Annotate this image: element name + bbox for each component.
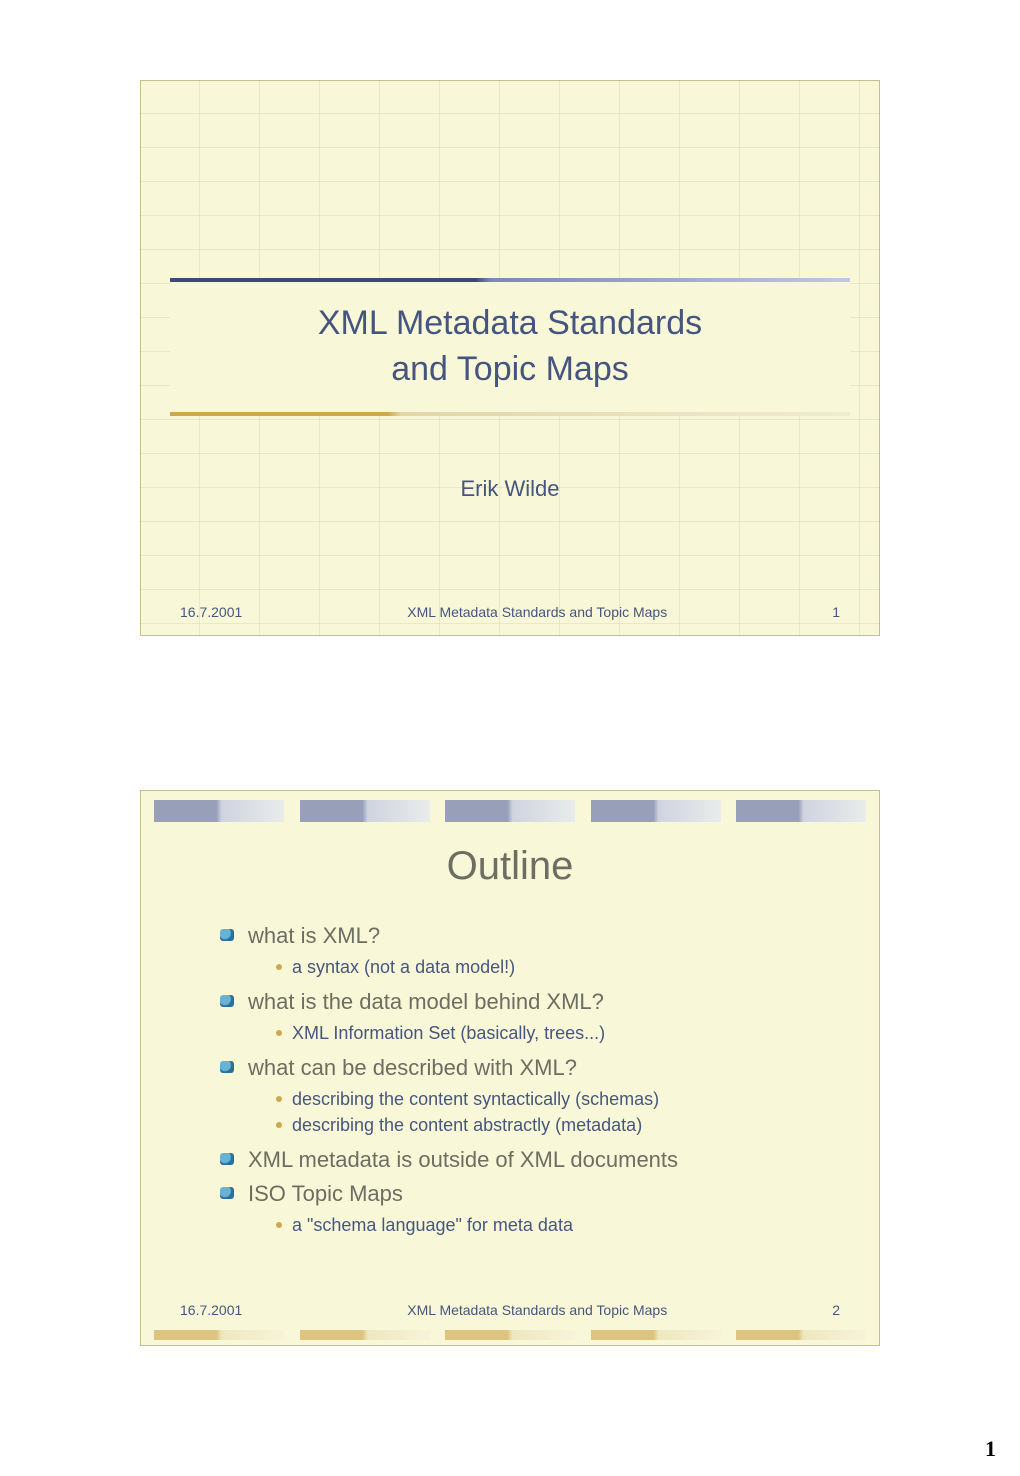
top-decorative-strip [154, 800, 866, 822]
bottom-strip-segment [300, 1330, 430, 1340]
outline-sublist: XML Information Set (basically, trees...… [248, 1020, 840, 1046]
footer-slide-number: 2 [832, 1302, 840, 1318]
presentation-title: XML Metadata Standards and Topic Maps [318, 301, 702, 393]
bottom-strip-segment [154, 1330, 284, 1340]
outline-item: what can be described with XML? describi… [220, 1052, 840, 1138]
top-strip-segment [445, 800, 575, 822]
outline-item: what is XML? a syntax (not a data model!… [220, 920, 840, 980]
outline-sublist: describing the content syntactically (sc… [248, 1086, 840, 1138]
outline-subitem: describing the content abstractly (metad… [276, 1112, 840, 1138]
outline-sublist: a syntax (not a data model!) [248, 954, 840, 980]
slide-body: what is XML? a syntax (not a data model!… [220, 920, 840, 1244]
outline-item-text: XML metadata is outside of XML documents [248, 1147, 678, 1172]
outline-item: ISO Topic Maps a "schema language" for m… [220, 1178, 840, 1238]
outline-subitem: a "schema language" for meta data [276, 1212, 840, 1238]
outline-item-text: what is the data model behind XML? [248, 989, 604, 1014]
title-line-1: XML Metadata Standards [318, 304, 702, 342]
top-strip-segment [154, 800, 284, 822]
top-strip-segment [736, 800, 866, 822]
outline-subitem: XML Information Set (basically, trees...… [276, 1020, 840, 1046]
outline-subitem: a syntax (not a data model!) [276, 954, 840, 980]
author-name: Erik Wilde [140, 476, 880, 502]
top-strip-segment [300, 800, 430, 822]
title-box: XML Metadata Standards and Topic Maps [170, 278, 850, 416]
outline-subitem: describing the content syntactically (sc… [276, 1086, 840, 1112]
slide1-footer: 16.7.2001 XML Metadata Standards and Top… [180, 604, 840, 620]
outline-list: what is XML? a syntax (not a data model!… [220, 920, 840, 1238]
footer-title: XML Metadata Standards and Topic Maps [407, 604, 667, 620]
outline-item: XML metadata is outside of XML documents [220, 1144, 840, 1176]
outline-item-text: ISO Topic Maps [248, 1181, 403, 1206]
footer-slide-number: 1 [832, 604, 840, 620]
slide2-footer: 16.7.2001 XML Metadata Standards and Top… [180, 1302, 840, 1318]
bottom-strip-segment [445, 1330, 575, 1340]
footer-date: 16.7.2001 [180, 1302, 242, 1318]
top-strip-segment [591, 800, 721, 822]
outline-item: what is the data model behind XML? XML I… [220, 986, 840, 1046]
outline-item-text: what is XML? [248, 923, 380, 948]
footer-date: 16.7.2001 [180, 604, 242, 620]
slide-title-text: Outline [140, 844, 880, 889]
title-line-2: and Topic Maps [391, 350, 629, 388]
slide-title: XML Metadata Standards and Topic Maps Er… [140, 80, 880, 636]
footer-title: XML Metadata Standards and Topic Maps [407, 1302, 667, 1318]
bottom-strip-segment [736, 1330, 866, 1340]
slide-outline: Outline what is XML? a syntax (not a dat… [140, 790, 880, 1346]
bottom-decorative-strip [154, 1330, 866, 1340]
bottom-strip-segment [591, 1330, 721, 1340]
outline-item-text: what can be described with XML? [248, 1055, 577, 1080]
pdf-page-number: 1 [985, 1436, 996, 1462]
outline-sublist: a "schema language" for meta data [248, 1212, 840, 1238]
page: XML Metadata Standards and Topic Maps Er… [0, 0, 1020, 1476]
